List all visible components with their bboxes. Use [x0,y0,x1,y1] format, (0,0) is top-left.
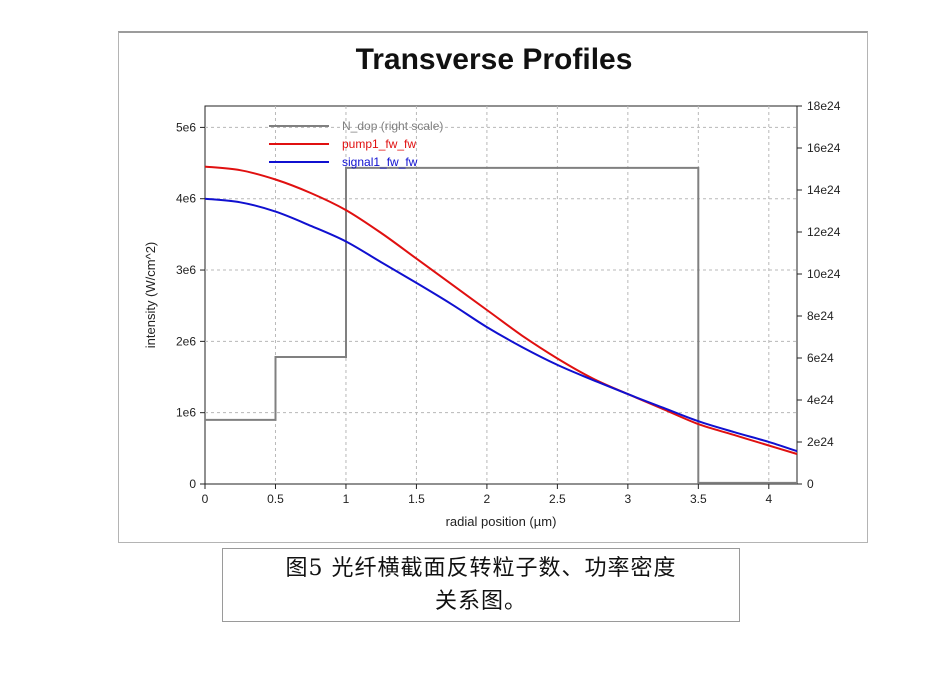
y2-tick-label: 6e24 [807,351,834,365]
x-axis-label: radial position (µm) [446,514,557,529]
caption-line-2: 关系图。 [434,589,527,614]
y-tick-label: 4e6 [176,192,196,206]
transverse-profiles-chart: Transverse Profiles 0 0.5 1 1.5 2 2.5 3 3.5 4 0 1e6… [143,43,841,529]
legend-label-1: N_dop (right scale) [342,119,443,133]
x-tick-label: 3.5 [690,492,707,506]
y-tick-label: 5e6 [176,120,196,134]
y-tick-label: 0 [189,477,196,491]
series-line-2 [204,165,798,455]
legend-label-3: signal1_fw_fw [342,155,418,169]
caption-line-1: 图5 光纤横截面反转粒子数、功率密度 [285,556,677,581]
legend-label-2: pump1_fw_fw [342,137,416,151]
x-tick-label: 4 [765,492,772,506]
figure-caption: 图5 光纤横截面反转粒子数、功率密度 关系图。 [222,548,740,622]
y-tick-label: 1e6 [176,406,196,420]
x-tick-label: 3 [625,492,632,506]
y2-tick-label: 8e24 [807,309,834,323]
y2-tick-label: 14e24 [807,183,841,197]
y2-tick-label: 10e24 [807,267,841,281]
x-tick-label: 1 [343,492,350,506]
series-line-1 [205,166,797,484]
y2-tick-label: 18e24 [807,99,841,113]
y2-tick-label: 16e24 [807,141,841,155]
chart-figure: Transverse Profiles 0 0.5 1 1.5 2 2.5 3 3.5 4 0 1e6… [118,31,868,543]
y-axis-label: intensity (W/cm^2) [143,242,158,349]
y-tick-label: 3e6 [176,263,196,277]
y2-tick-label: 0 [807,477,814,491]
y2-tick-label: 2e24 [807,435,834,449]
x-tick-label: 2 [484,492,491,506]
x-tick-label: 1.5 [408,492,425,506]
x-tick-label: 2.5 [549,492,566,506]
series-line-3 [204,197,798,453]
y2-tick-label: 4e24 [807,393,834,407]
y-tick-label: 2e6 [176,334,196,348]
chart-title: Transverse Profiles [356,43,633,76]
y2-tick-label: 12e24 [807,225,841,239]
x-tick-label: 0 [202,492,209,506]
x-tick-label: 0.5 [267,492,284,506]
